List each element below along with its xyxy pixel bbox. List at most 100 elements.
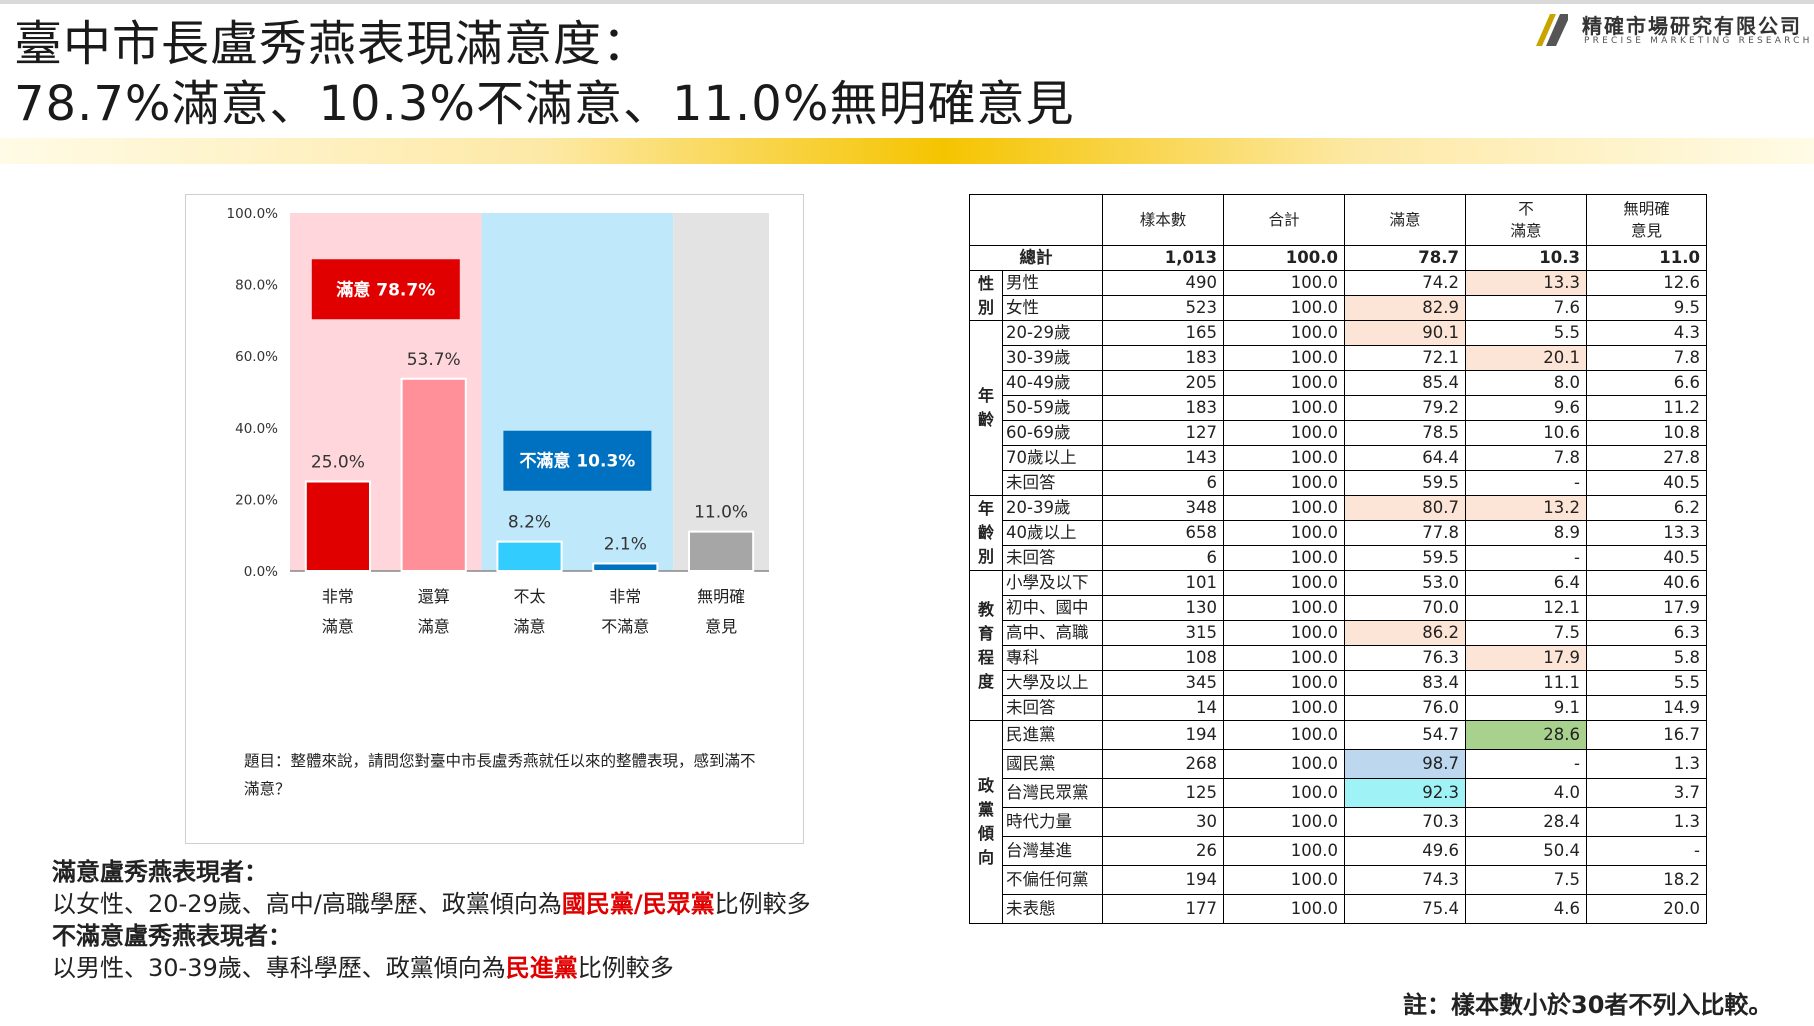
data-cell: 125	[1102, 778, 1224, 808]
data-cell: 194	[1102, 865, 1224, 895]
table-row: 70歲以上 143 100.0 64.4 7.8 27.8	[970, 445, 1707, 471]
data-cell: 76.0	[1344, 695, 1466, 721]
page-title: 臺中市長盧秀燕表現滿意度： 78.7%滿意、10.3%不滿意、11.0%無明確意…	[14, 14, 1074, 134]
data-cell: 17.9	[1465, 645, 1587, 671]
data-cell: -	[1465, 470, 1587, 496]
data-cell: 26	[1102, 836, 1224, 866]
data-cell: 4.3	[1586, 320, 1707, 346]
table-row: 30-39歲 183 100.0 72.1 20.1 7.8	[970, 345, 1707, 371]
data-cell: -	[1465, 545, 1587, 571]
data-cell: 98.7	[1344, 749, 1466, 779]
data-cell: 30	[1102, 807, 1224, 837]
row-label: 40歲以上	[1002, 520, 1103, 546]
data-cell: 50.4	[1465, 836, 1587, 866]
table-row: 國民黨 268 100.0 98.7-1.3	[970, 749, 1707, 779]
data-cell: 70.0	[1344, 595, 1466, 621]
data-cell: 40.6	[1586, 570, 1707, 596]
data-cell: 100.0	[1223, 836, 1345, 866]
column-header: 滿意	[1344, 194, 1466, 246]
data-cell: 20.0	[1586, 894, 1707, 924]
row-label: 未回答	[1002, 470, 1103, 496]
data-cell: 205	[1102, 370, 1224, 396]
y-tick-label: 80.0%	[235, 278, 278, 294]
data-cell: 101	[1102, 570, 1224, 596]
column-header: 樣本數	[1102, 194, 1224, 246]
column-header: 合計	[1223, 194, 1345, 246]
data-cell: 59.5	[1344, 470, 1466, 496]
total-row: 總計 1,013 100.0 78.7 10.3 11.0	[969, 245, 1707, 271]
total-cell: 11.0	[1586, 245, 1707, 271]
table-row: 時代力量 30 100.0 70.3 28.4 1.3	[970, 807, 1707, 837]
yellow-gradient-band	[0, 138, 1814, 164]
data-label: 11.0%	[694, 503, 748, 523]
data-cell: 315	[1102, 620, 1224, 646]
header-row: 樣本數 合計 滿意不滿意 無明確 意見	[969, 194, 1707, 246]
data-cell: 7.5	[1465, 620, 1587, 646]
data-cell: 100.0	[1223, 720, 1345, 750]
data-cell: 40.5	[1586, 545, 1707, 571]
row-label: 專科	[1002, 645, 1103, 671]
x-tick-label: 還算	[418, 587, 450, 606]
data-cell: 5.5	[1465, 320, 1587, 346]
column-header: 不滿意	[1465, 194, 1587, 246]
data-cell: 100.0	[1223, 645, 1345, 671]
data-cell: 10.6	[1465, 420, 1587, 446]
dissatisfied-suffix: 比例較多	[577, 954, 674, 982]
chart-panel: 0.0% 20.0% 40.0% 60.0% 80.0% 100.0% 25.0% 非常 滿意 5…	[185, 194, 804, 844]
table-row: 政黨傾向民進黨 194 100.0 54.7 28.6 16.7	[969, 720, 1707, 924]
satisfied-summary: 以女性、20-29歲、高中/高職學歷、政黨傾向為國民黨/民眾黨比例較多	[52, 888, 811, 920]
row-label: 未回答	[1002, 695, 1103, 721]
data-cell: 8.0	[1465, 370, 1587, 396]
data-cell: 523	[1102, 295, 1224, 321]
row-label: 20-39歲	[1002, 495, 1103, 521]
data-cell: 10.8	[1586, 420, 1707, 446]
data-cell: 7.5	[1465, 865, 1587, 895]
x-tick-label: 不滿意	[601, 617, 649, 636]
data-cell: 74.2	[1344, 270, 1466, 296]
data-cell: 9.1	[1465, 695, 1587, 721]
row-label: 民進黨	[1002, 720, 1103, 750]
table-row: 60-69歲 127 100.0 78.5 10.6 10.8	[970, 420, 1707, 446]
data-cell: 6.3	[1586, 620, 1707, 646]
data-cell: 53.0	[1344, 570, 1466, 596]
band-label: 不滿意 10.3%	[519, 451, 635, 472]
data-cell: 1.3	[1586, 749, 1707, 779]
data-cell: 77.8	[1344, 520, 1466, 546]
table-row: 初中、國中 130 100.0 70.0 12.1 17.9	[970, 595, 1707, 621]
data-cell: 80.7	[1344, 495, 1466, 521]
data-cell: 4.0	[1465, 778, 1587, 808]
table-header: 樣本數 合計 滿意不滿意 無明確 意見	[969, 194, 1707, 246]
data-cell: 16.7	[1586, 720, 1707, 750]
data-cell: 92.3	[1344, 778, 1466, 808]
data-cell: 54.7	[1344, 720, 1466, 750]
data-cell: 100.0	[1223, 520, 1345, 546]
table-row: 性別男性 490 100.0 74.2 13.3 12.6	[969, 270, 1707, 321]
data-cell: 13.2	[1465, 495, 1587, 521]
dissatisfied-summary: 以男性、30-39歲、專科學歷、政黨傾向為民進黨比例較多	[52, 952, 811, 984]
background-band-2	[673, 213, 769, 571]
data-cell: 6.6	[1586, 370, 1707, 396]
table-row: 不偏任何黨 194 100.0 74.3 7.5 18.2	[970, 865, 1707, 895]
data-cell: 100.0	[1223, 470, 1345, 496]
table-row: 年齡別 20-39歲 348 100.0 80.7 13.2 6.2	[969, 495, 1707, 571]
data-cell: 11.1	[1465, 670, 1587, 696]
x-tick-label: 滿意	[513, 617, 545, 636]
bar	[592, 562, 659, 572]
data-cell: 130	[1102, 595, 1224, 621]
column-header: 無明確 意見	[1586, 194, 1707, 246]
data-cell: 5.5	[1586, 670, 1707, 696]
data-cell: 100.0	[1223, 894, 1345, 924]
x-tick-label: 滿意	[322, 617, 354, 636]
data-cell: 100.0	[1223, 570, 1345, 596]
y-tick-label: 20.0%	[235, 492, 278, 508]
dissatisfied-highlight: 民進黨	[505, 954, 578, 982]
band-label-box	[311, 259, 460, 320]
data-cell: 100.0	[1223, 749, 1345, 779]
data-cell: 100.0	[1223, 495, 1345, 521]
satisfied-highlight: 國民黨/民眾黨	[561, 890, 715, 918]
data-cell: 143	[1102, 445, 1224, 471]
data-cell: 76.3	[1344, 645, 1466, 671]
data-cell: 12.1	[1465, 595, 1587, 621]
data-cell: 90.1	[1344, 320, 1466, 346]
row-label: 男性	[1002, 270, 1103, 296]
